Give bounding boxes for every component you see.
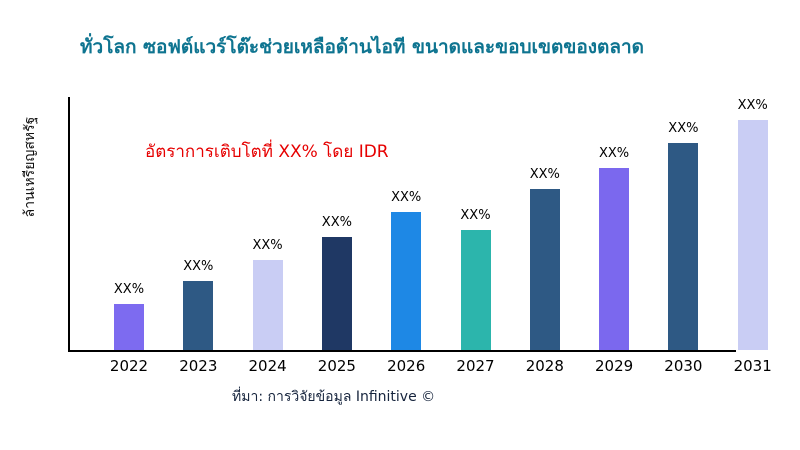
x-tick-label-2022: 2022 [109, 357, 149, 375]
x-tick-label-2028: 2028 [525, 357, 564, 375]
x-tick-label-2025: 2025 [317, 357, 356, 375]
bar-value-label-2026: XX% [391, 190, 422, 205]
bar-value-label-2031: XX% [737, 98, 768, 113]
bar-2025 [321, 237, 352, 350]
bar-value-label-2030: XX% [668, 121, 699, 136]
x-tick-label-2031: 2031 [733, 357, 772, 375]
bar-value-label-2029: XX% [599, 146, 630, 161]
x-tick-label-2023: 2023 [179, 357, 218, 375]
x-tick-label-2027: 2027 [456, 357, 495, 375]
y-axis [68, 97, 70, 352]
source-note: ที่มา: การวิจัยข้อมูล Infinitive © [232, 389, 436, 405]
x-tick-label-2024: 2024 [248, 357, 287, 375]
bar-2024 [252, 260, 283, 350]
bar-2028 [529, 189, 560, 350]
bar-2029 [599, 168, 630, 350]
bar-2031 [737, 120, 768, 350]
bar-2022 [114, 304, 144, 350]
chart-title: ทั่วโลก ซอฟต์แวร์โต๊ะช่วยเหลือด้านไอที ข… [80, 36, 645, 58]
x-tick-label-2029: 2029 [595, 357, 634, 375]
x-axis [68, 350, 736, 352]
bar-value-label-2022: XX% [113, 282, 145, 297]
growth-rate-annotation: อัตราการเติบโตที่ XX% โดย IDR [145, 142, 389, 162]
x-tick-label-2026: 2026 [387, 357, 426, 375]
bar-value-label-2023: XX% [183, 259, 214, 274]
bar-value-label-2025: XX% [321, 215, 352, 230]
bar-value-label-2024: XX% [252, 238, 283, 253]
x-tick-label-2030: 2030 [664, 357, 703, 375]
bar-2027 [460, 230, 491, 350]
bar-2030 [668, 143, 699, 350]
bar-value-label-2028: XX% [529, 167, 560, 182]
bar-2023 [183, 281, 214, 350]
bar-value-label-2027: XX% [460, 208, 491, 223]
bar-2026 [391, 212, 422, 350]
